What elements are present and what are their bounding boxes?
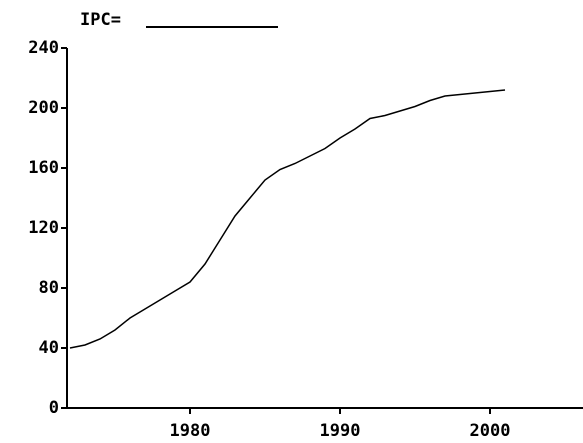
y-tick-label: 160 xyxy=(28,158,59,178)
y-tick-label: 240 xyxy=(28,38,59,58)
line-series xyxy=(69,89,506,349)
x-tick-label: 2000 xyxy=(470,421,511,441)
y-tick-label: 200 xyxy=(28,98,59,118)
x-tick-label: 1980 xyxy=(170,421,211,441)
x-tick-label: 1990 xyxy=(320,421,361,441)
y-tick-label: 40 xyxy=(39,338,59,358)
chart-title: IPC= xyxy=(80,10,121,30)
y-tick-label: 120 xyxy=(28,218,59,238)
y-tick-label: 80 xyxy=(39,278,59,298)
y-tick-label: 0 xyxy=(49,398,59,418)
